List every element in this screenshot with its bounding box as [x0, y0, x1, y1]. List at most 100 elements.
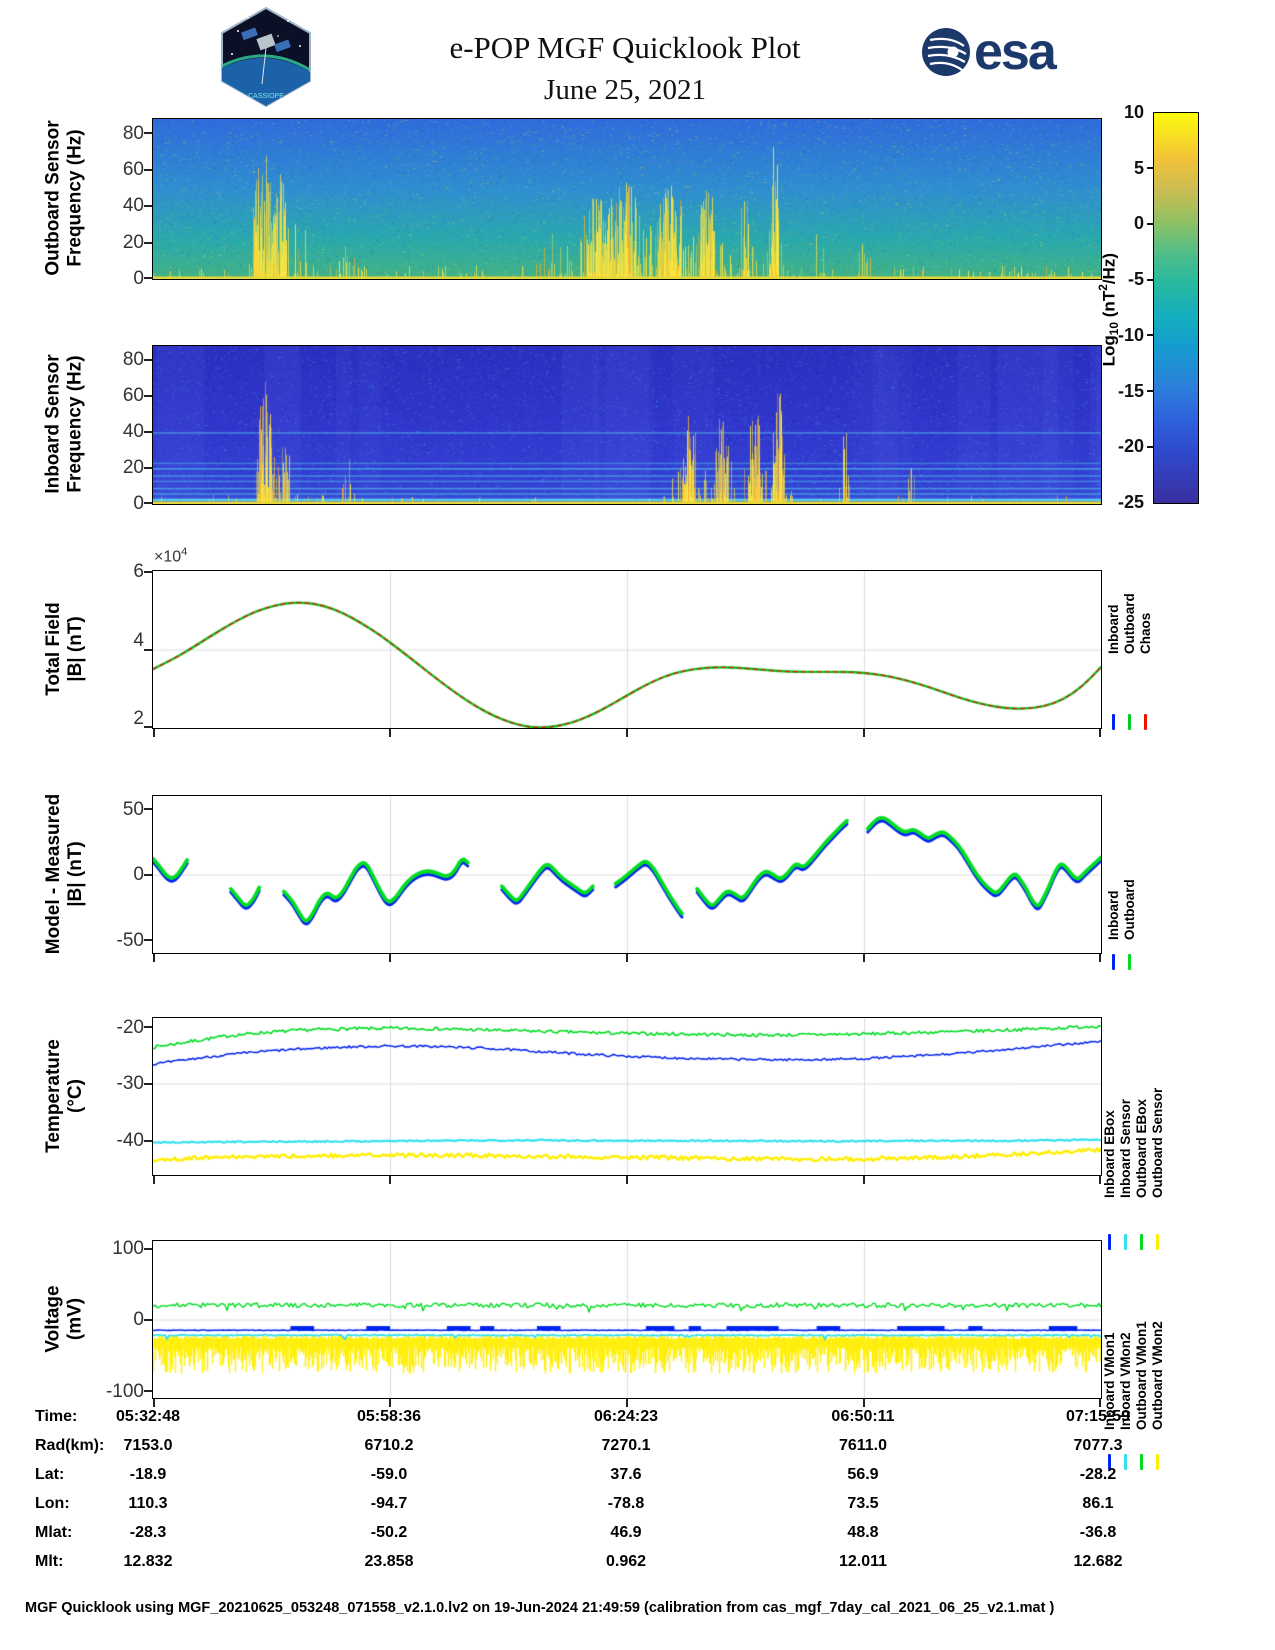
table-cell: -59.0: [370, 1466, 408, 1483]
row-label: Mlt:: [35, 1553, 64, 1570]
model-measured-canvas: [153, 796, 1101, 953]
table-cell: -50.2: [370, 1524, 408, 1541]
colorbar-tick: 5: [1133, 158, 1144, 178]
table-cell: 7611.0: [838, 1437, 888, 1454]
table-cell: 86.1: [1082, 1495, 1114, 1512]
ytick-label: 0: [133, 864, 144, 885]
colorbar-tick: -20: [1117, 436, 1144, 456]
ytick-label: 60: [122, 385, 144, 406]
table-cell: 05:32:48: [115, 1408, 181, 1425]
voltage-panel: [144, 1240, 1102, 1407]
ytick-label: 0: [133, 268, 144, 289]
legend-marker: [1124, 1454, 1127, 1470]
table-cell: 7153.0: [123, 1437, 173, 1454]
table-cell: 12.011: [838, 1553, 888, 1570]
temperature-panel: [144, 1017, 1102, 1184]
legend-marker: [1128, 714, 1131, 730]
footer-provenance-text: MGF Quicklook using MGF_20210625_053248_…: [25, 1600, 1055, 1616]
temperature-ylabel: Temperature (°C): [43, 1038, 86, 1153]
legend-label: Outboard: [1122, 879, 1137, 940]
legend-label: Outboard EBox: [1134, 1098, 1149, 1198]
legend-marker: [1112, 714, 1115, 730]
legend-label: Inboard EBox: [1102, 1110, 1117, 1198]
total-field-ylabel: Total Field |B| (nT): [43, 601, 86, 696]
legend-label: Inboard: [1106, 604, 1121, 655]
colorbar-tick: -25: [1117, 492, 1144, 512]
legend-label: Outboard VMon1: [1134, 1321, 1149, 1430]
voltage-legend: Inboard VMon1 Inboard VMon2 Outboard VMo…: [1102, 1290, 1165, 1470]
row-label: Rad(km):: [35, 1437, 105, 1454]
table-cell: 23.858: [364, 1553, 414, 1570]
patch-satellite: [241, 27, 291, 85]
ytick-label: 20: [122, 457, 144, 478]
inboard-spectrogram-panel: [144, 345, 1102, 505]
legend-marker: [1112, 954, 1115, 970]
page-subtitle-date: June 25, 2021: [544, 74, 706, 106]
temperature-legend: Inboard EBox Inboard Sensor Outboard EBo…: [1102, 1040, 1165, 1250]
colorbar: [1153, 112, 1199, 504]
row-label: Mlat:: [35, 1524, 73, 1541]
table-cell: 37.6: [610, 1466, 642, 1483]
table-cell: 46.9: [610, 1524, 642, 1541]
table-cell: 12.682: [1073, 1553, 1123, 1570]
esa-emblem-icon: [922, 28, 970, 76]
ytick-label: 6: [133, 561, 144, 582]
voltage-canvas: [153, 1241, 1101, 1398]
ytick-label: -40: [116, 1130, 144, 1151]
ytick-label: 4: [133, 630, 144, 651]
cassiope-mission-patch: CASSIOPE: [221, 6, 311, 108]
legend-marker: [1156, 1454, 1159, 1470]
outboard-spectrogram-ylabel: Outboard Sensor Frequency (Hz): [43, 120, 86, 276]
ytick-label: -100: [105, 1381, 144, 1402]
colorbar-tick: -10: [1117, 325, 1144, 345]
legend-marker: [1108, 1454, 1111, 1470]
table-cell: -78.8: [607, 1495, 645, 1512]
ytick-label: 40: [122, 421, 144, 442]
table-cell: -28.2: [1079, 1466, 1117, 1483]
inboard-spectrogram-ylabel: Inboard Sensor Frequency (Hz): [43, 354, 87, 494]
outboard-spectrogram-canvas: [153, 119, 1101, 279]
ytick-label: 100: [112, 1238, 144, 1259]
legend-marker: [1108, 1234, 1111, 1250]
page-title: e-POP MGF Quicklook Plot: [449, 30, 801, 65]
model-measured-legend: Inboard Outboard: [1106, 845, 1137, 970]
ytick-label: 0: [133, 1309, 144, 1330]
legend-label: Inboard Sensor: [1118, 1098, 1133, 1198]
ytick-label: 2: [133, 708, 144, 729]
colorbar-label: Log10 (nT2/Hz): [1096, 253, 1122, 367]
table-cell: 12.832: [123, 1553, 173, 1570]
ytick-label: -50: [116, 930, 144, 951]
total-field-legend: Inboard Outboard Chaos: [1106, 572, 1153, 730]
model-measured-ylabel: Model - Measured |B| (nT): [43, 793, 87, 954]
total-field-panel: [144, 570, 1102, 737]
y-exponent-label: ×104: [154, 546, 188, 566]
esa-logo: esa: [920, 26, 1057, 78]
total-field-canvas: [153, 571, 1101, 728]
colorbar-tick: 0: [1133, 213, 1144, 233]
row-label: Lon:: [35, 1495, 70, 1512]
table-cell: 110.3: [128, 1495, 168, 1512]
legend-marker: [1128, 954, 1131, 970]
ytick-label: 50: [122, 799, 144, 820]
table-cell: 56.9: [847, 1466, 879, 1483]
legend-label: Outboard VMon2: [1150, 1321, 1165, 1430]
legend-marker: [1140, 1454, 1143, 1470]
table-cell: 07:15:59: [1065, 1408, 1131, 1425]
ytick-label: 0: [133, 493, 144, 514]
ytick-label: 20: [122, 232, 144, 253]
outboard-spectrogram-panel: [144, 118, 1102, 280]
legend-label: Outboard: [1122, 593, 1137, 654]
patch-label: CASSIOPE: [248, 93, 284, 100]
legend-label: Outboard Sensor: [1150, 1087, 1165, 1198]
table-cell: 6710.2: [364, 1437, 414, 1454]
ytick-label: -20: [116, 1017, 144, 1038]
legend-marker: [1144, 714, 1147, 730]
table-cell: -94.7: [370, 1495, 408, 1512]
legend-marker: [1156, 1234, 1159, 1250]
legend-label: Inboard: [1106, 890, 1121, 941]
table-cell: 73.5: [847, 1495, 879, 1512]
table-cell: 05:58:36: [356, 1408, 422, 1425]
voltage-ylabel: Voltage (mV): [43, 1284, 86, 1353]
table-cell: 06:50:11: [831, 1408, 895, 1425]
